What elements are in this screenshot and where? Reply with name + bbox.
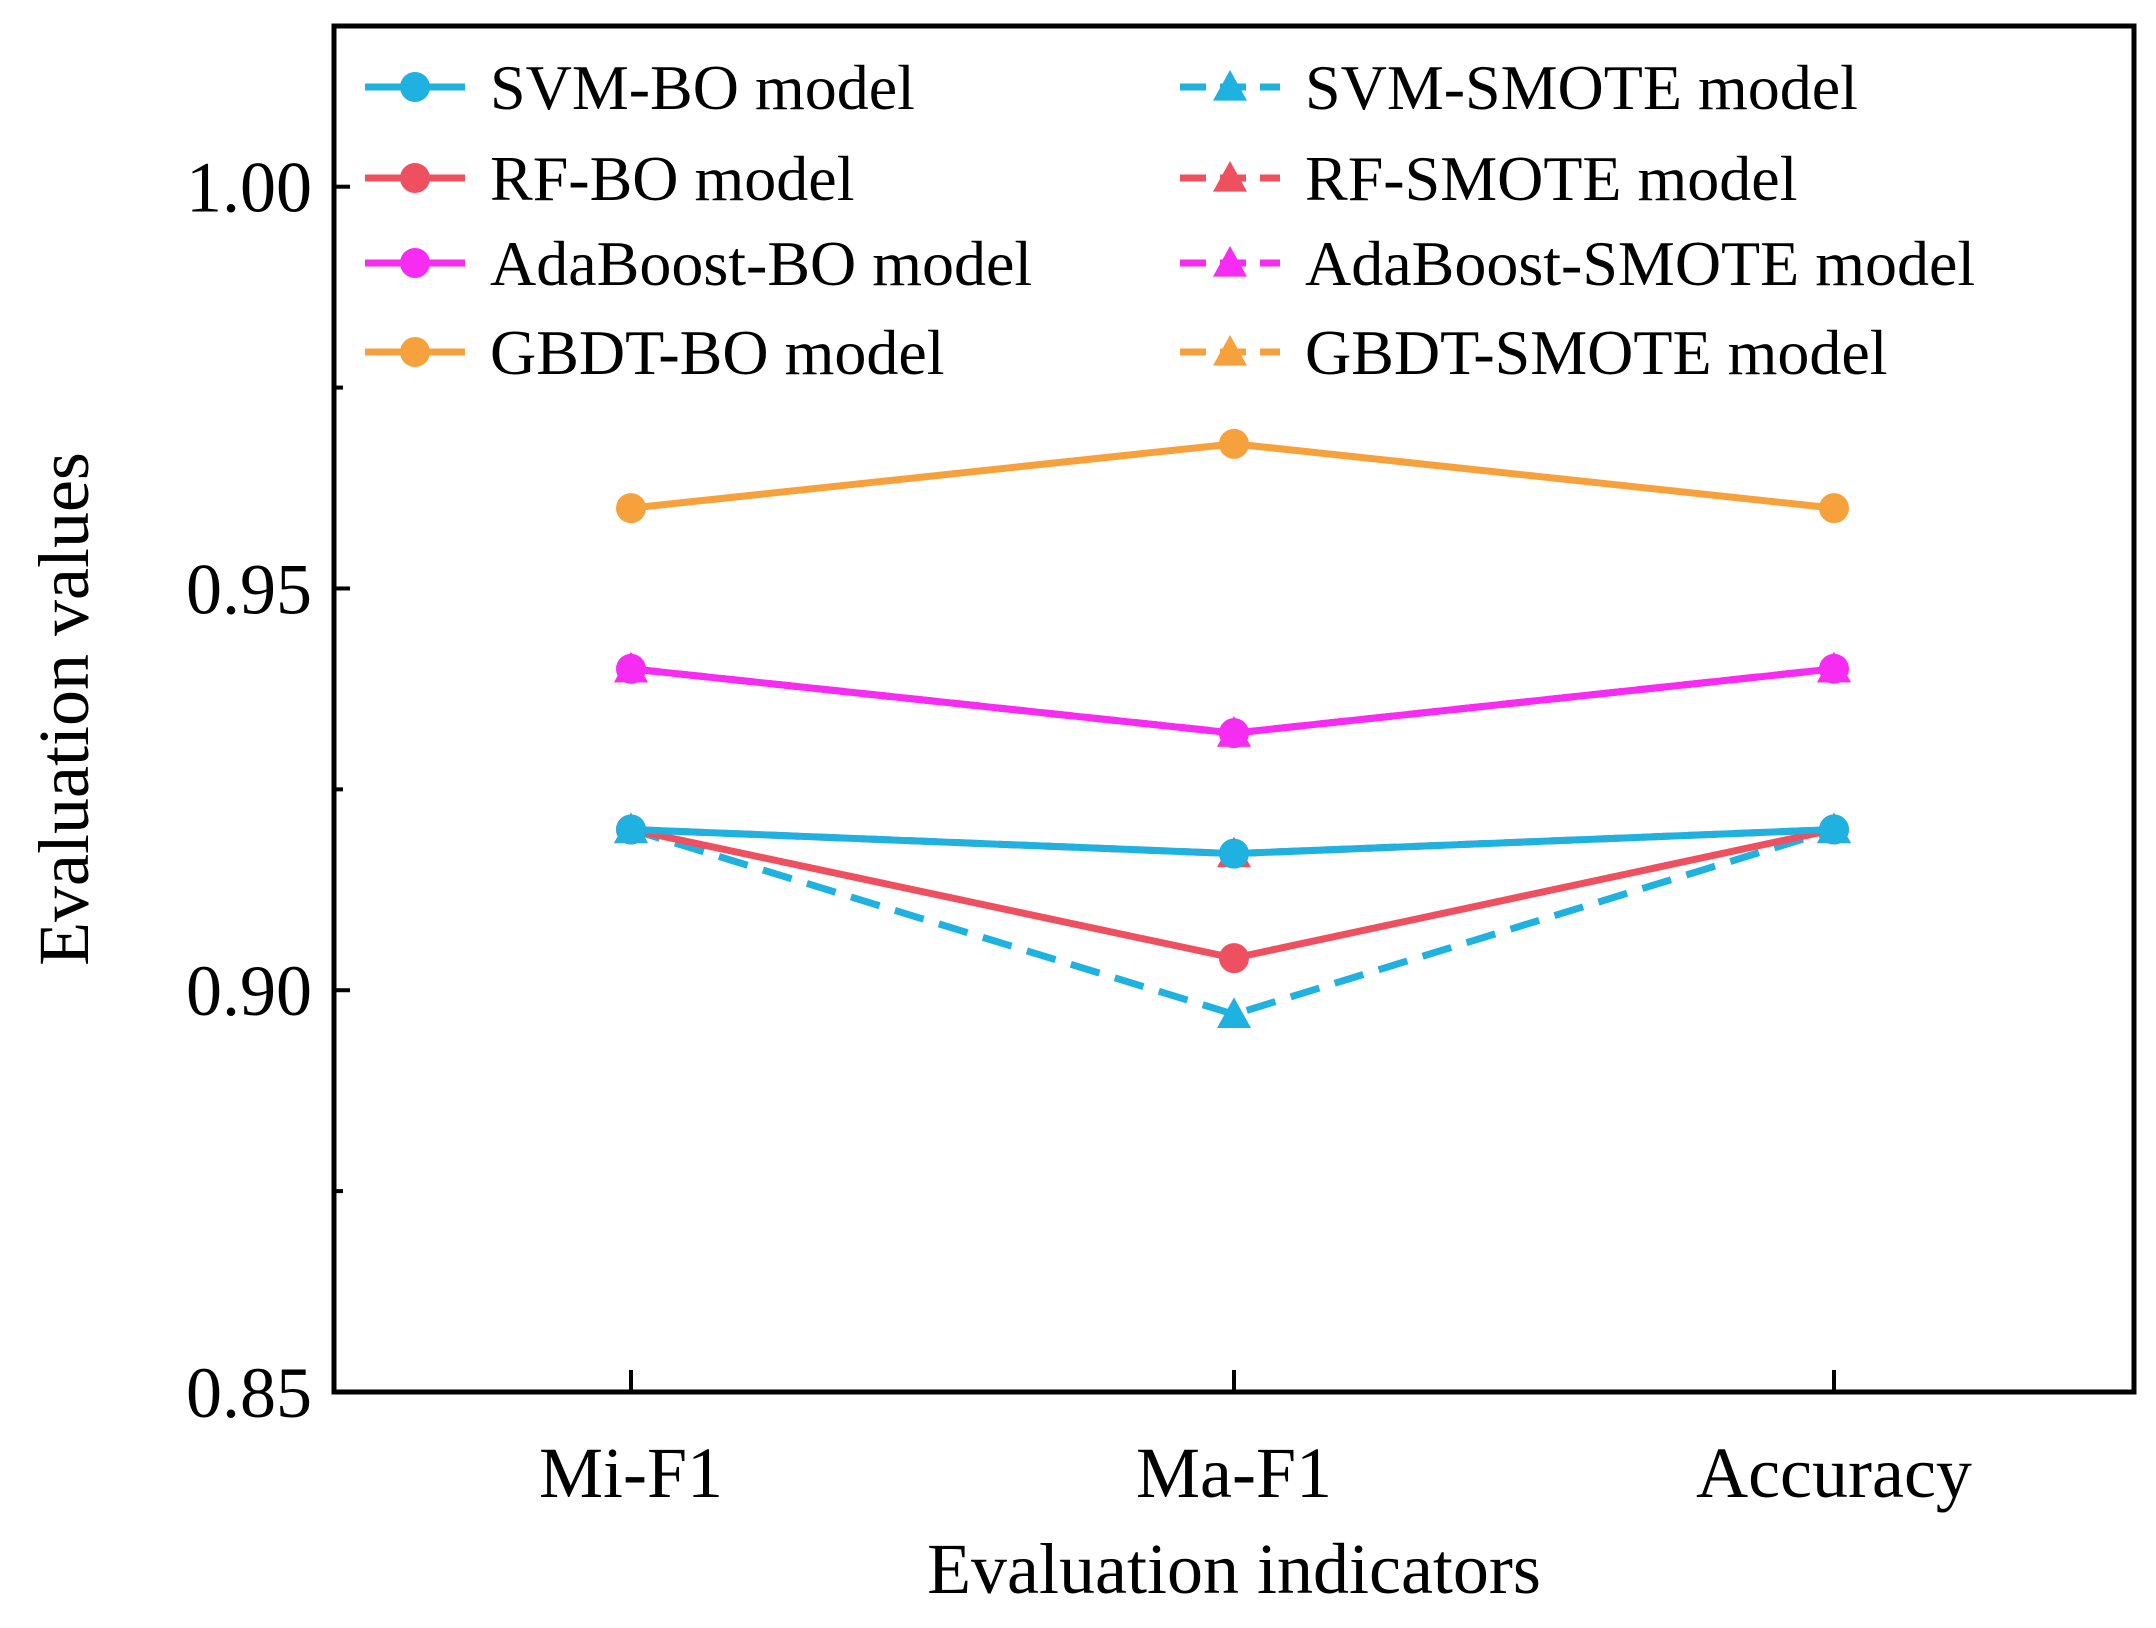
legend-marker: [400, 163, 430, 193]
legend-item-svm-bo-model: SVM-BO model: [365, 52, 915, 123]
legend-marker: [400, 72, 430, 102]
legend-label: GBDT-SMOTE model: [1305, 317, 1888, 388]
legend-item-svm-smote-model: SVM-SMOTE model: [1180, 52, 1858, 123]
x-tick-label: Mi-F1: [539, 1433, 723, 1513]
y-axis-title: Evaluation values: [24, 452, 104, 966]
y-tick-label: 0.85: [186, 1353, 312, 1433]
series-svm-bo-model: [616, 814, 1849, 869]
legend-label: SVM-SMOTE model: [1305, 52, 1858, 123]
legend-marker: [1213, 70, 1247, 101]
series-line: [629, 826, 1836, 1018]
y-tick-label: 0.95: [186, 549, 312, 629]
legend-marker: [400, 248, 430, 278]
legend-item-adaboost-bo-model: AdaBoost-BO model: [365, 228, 1032, 299]
legend-item-rf-bo-model: RF-BO model: [365, 143, 854, 214]
data-point: [1219, 428, 1249, 459]
legend: SVM-BO model RF-BO model AdaBoost-BO model…: [365, 52, 1975, 388]
axis-layer: 0.85 0.90 0.95 1.00 Mi-F1 Ma-F1 Accuracy: [186, 148, 1972, 1513]
legend-item-adaboost-smote-model: AdaBoost-SMOTE model: [1180, 228, 1975, 299]
data-point: [616, 814, 646, 845]
y-tick-label: 1.00: [186, 148, 312, 228]
legend-label: RF-SMOTE model: [1305, 143, 1797, 214]
data-point: [616, 653, 646, 684]
x-tick-label: Accuracy: [1696, 1433, 1972, 1513]
data-point: [1219, 718, 1249, 749]
y-tick-label: 0.90: [186, 951, 312, 1031]
legend-marker: [1213, 335, 1247, 366]
data-point: [616, 493, 646, 524]
series-gbdt-bo-model: [616, 428, 1849, 524]
legend-label: SVM-BO model: [490, 52, 915, 123]
legend-item-rf-smote-model: RF-SMOTE model: [1180, 143, 1797, 214]
series-layer: [614, 428, 1851, 1028]
x-axis-title: Evaluation indicators: [927, 1529, 1541, 1609]
legend-marker: [1213, 161, 1247, 192]
data-point: [1217, 997, 1251, 1028]
legend-marker: [1213, 246, 1247, 277]
data-point: [1219, 838, 1249, 869]
data-point: [1219, 943, 1249, 974]
series-adaboost-bo-model: [616, 653, 1849, 749]
legend-label: AdaBoost-BO model: [490, 228, 1032, 299]
data-point: [1819, 814, 1849, 845]
legend-marker: [400, 337, 430, 367]
legend-label: RF-BO model: [490, 143, 854, 214]
legend-item-gbdt-smote-model: GBDT-SMOTE model: [1180, 317, 1888, 388]
legend-label: AdaBoost-SMOTE model: [1305, 228, 1975, 299]
legend-item-gbdt-bo-model: GBDT-BO model: [365, 317, 945, 388]
data-point: [1819, 653, 1849, 684]
x-tick-label: Ma-F1: [1136, 1433, 1332, 1513]
legend-label: GBDT-BO model: [490, 317, 945, 388]
data-point: [1819, 493, 1849, 524]
